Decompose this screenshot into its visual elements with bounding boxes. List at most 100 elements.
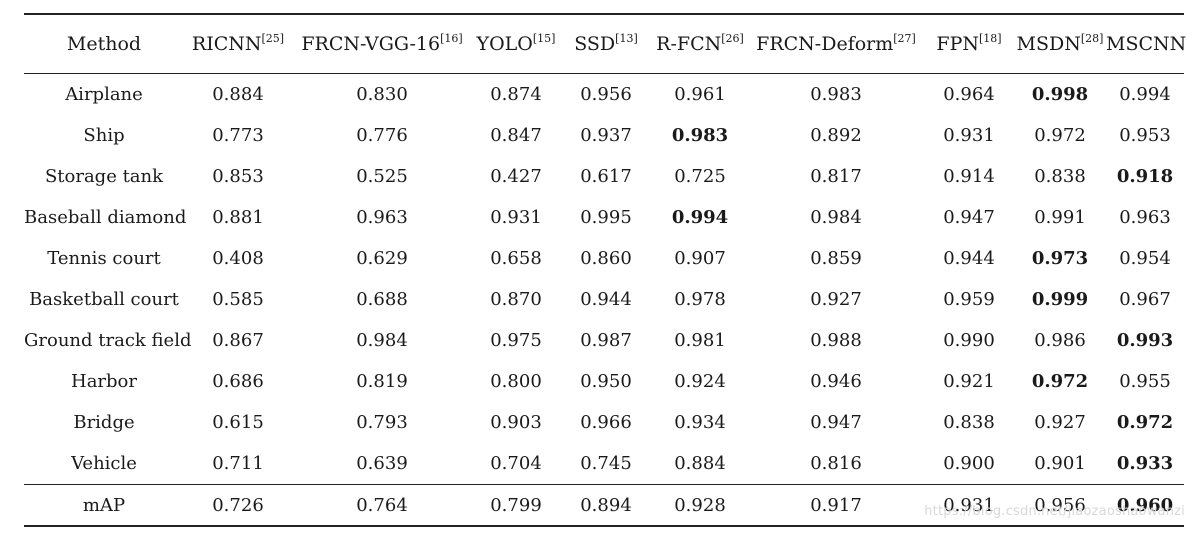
table-row: Basketball court 0.585 0.688 0.870 0.944 0.97… — [24, 279, 1184, 320]
score-cell: 0.847 — [490, 125, 542, 146]
score-cell: 0.963 — [1119, 207, 1171, 228]
row-label: Ship — [83, 125, 125, 146]
score-cell: 0.956 — [580, 84, 632, 105]
score-cell: 0.870 — [490, 289, 542, 310]
column-header-mscnn: MSCNN — [1106, 33, 1187, 55]
score-cell: 0.793 — [356, 412, 408, 433]
row-label: Airplane — [65, 84, 143, 105]
column-header-ricnn: RICNN[25] — [191, 32, 285, 55]
score-cell: 0.924 — [674, 371, 726, 392]
score-cell: 0.995 — [580, 207, 632, 228]
score-cell: 0.983 — [671, 125, 729, 146]
score-cell: 0.874 — [490, 84, 542, 105]
score-cell: 0.972 — [1034, 125, 1086, 146]
score-cell: 0.918 — [1116, 166, 1174, 187]
score-cell: 0.914 — [943, 166, 995, 187]
score-cell: 0.944 — [580, 289, 632, 310]
score-cell: 0.427 — [490, 166, 542, 187]
row-label: Harbor — [71, 371, 137, 392]
score-cell: 0.816 — [810, 453, 862, 474]
score-cell: 0.946 — [810, 371, 862, 392]
score-cell: 0.686 — [212, 371, 264, 392]
score-cell: 0.984 — [356, 330, 408, 351]
score-cell: 0.994 — [1119, 84, 1171, 105]
score-cell: 0.934 — [674, 412, 726, 433]
column-header-yolo: YOLO[15] — [476, 32, 556, 55]
score-cell: 0.960 — [1116, 494, 1174, 516]
score-cell: 0.725 — [674, 166, 726, 187]
score-cell: 0.927 — [1034, 412, 1086, 433]
row-label: Baseball diamond — [24, 207, 187, 228]
score-cell: 0.994 — [671, 207, 729, 228]
score-cell: 0.617 — [580, 166, 632, 187]
header-row: Method RICNN[25] FRCN-VGG-16[16] YOLO[15… — [24, 14, 1187, 74]
score-cell: 0.838 — [1034, 166, 1086, 187]
score-cell: 0.853 — [212, 166, 264, 187]
score-cell: 0.819 — [356, 371, 408, 392]
score-cell: 0.953 — [1119, 125, 1171, 146]
row-label: Tennis court — [47, 248, 161, 269]
column-header-frcn-vgg16: FRCN-VGG-16[16] — [301, 32, 463, 55]
score-cell: 0.629 — [356, 248, 408, 269]
score-cell: 0.817 — [810, 166, 862, 187]
score-cell: 0.408 — [212, 248, 264, 269]
score-cell: 0.688 — [356, 289, 408, 310]
score-cell: 0.773 — [212, 125, 264, 146]
score-cell: 0.955 — [1119, 371, 1171, 392]
column-header-frcn-deform: FRCN-Deform[27] — [756, 32, 916, 55]
score-cell: 0.988 — [810, 330, 862, 351]
score-cell: 0.950 — [580, 371, 632, 392]
score-cell: 0.921 — [943, 371, 995, 392]
table-row: Harbor 0.686 0.819 0.800 0.950 0.924 0.946 0.92… — [24, 361, 1184, 402]
score-cell: 0.931 — [943, 494, 995, 516]
score-cell: 0.884 — [212, 84, 264, 105]
score-cell: 0.972 — [1116, 412, 1174, 433]
row-label: Vehicle — [71, 453, 137, 474]
score-cell: 0.972 — [1031, 371, 1089, 392]
table-row: Vehicle 0.711 0.639 0.704 0.745 0.884 0.816 0.9… — [24, 443, 1184, 485]
score-cell: 0.978 — [674, 289, 726, 310]
score-cell: 0.963 — [356, 207, 408, 228]
score-cell: 0.867 — [212, 330, 264, 351]
score-cell: 0.961 — [674, 84, 726, 105]
score-cell: 0.981 — [674, 330, 726, 351]
score-cell: 0.964 — [943, 84, 995, 105]
table-row: Baseball diamond 0.881 0.963 0.931 0.995 0.99… — [24, 197, 1184, 238]
row-label: Bridge — [73, 412, 135, 433]
score-cell: 0.585 — [212, 289, 264, 310]
score-cell: 0.903 — [490, 412, 542, 433]
score-cell: 0.917 — [810, 494, 862, 516]
column-header-method: Method — [66, 33, 142, 55]
score-cell: 0.933 — [1116, 453, 1174, 474]
column-header-msdn: MSDN[28] — [1016, 32, 1104, 55]
score-cell: 0.838 — [943, 412, 995, 433]
score-cell: 0.711 — [212, 453, 264, 474]
table-row: Airplane 0.884 0.830 0.874 0.956 0.961 0.983 0.… — [24, 74, 1184, 116]
row-label: Storage tank — [44, 166, 164, 187]
score-cell: 0.998 — [1031, 84, 1089, 105]
column-header-ssd: SSD[13] — [574, 32, 638, 55]
score-cell: 0.615 — [212, 412, 264, 433]
table-row: Tennis court 0.408 0.629 0.658 0.860 0.907 0.8… — [24, 238, 1184, 279]
score-cell: 0.984 — [810, 207, 862, 228]
score-cell: 0.928 — [674, 494, 726, 516]
score-cell: 0.639 — [356, 453, 408, 474]
table-row: Ship 0.773 0.776 0.847 0.937 0.983 0.892 0.931 0… — [24, 115, 1184, 156]
score-cell: 0.990 — [943, 330, 995, 351]
score-cell: 0.999 — [1031, 289, 1089, 310]
score-cell: 0.967 — [1119, 289, 1171, 310]
score-cell: 0.894 — [580, 494, 632, 516]
row-label: Ground track field — [24, 330, 192, 351]
score-cell: 0.959 — [943, 289, 995, 310]
score-cell: 0.704 — [490, 453, 542, 474]
score-cell: 0.658 — [490, 248, 542, 269]
score-cell: 0.956 — [1034, 494, 1086, 516]
score-cell: 0.966 — [580, 412, 632, 433]
score-cell: 0.830 — [356, 84, 408, 105]
score-cell: 0.931 — [943, 125, 995, 146]
table-body: Airplane 0.884 0.830 0.874 0.956 0.961 0.983 0.… — [24, 74, 1184, 526]
row-label: Basketball court — [29, 289, 179, 310]
score-cell: 0.975 — [490, 330, 542, 351]
score-cell: 0.947 — [810, 412, 862, 433]
table-row: Storage tank 0.853 0.525 0.427 0.617 0.725 0.8… — [24, 156, 1184, 197]
